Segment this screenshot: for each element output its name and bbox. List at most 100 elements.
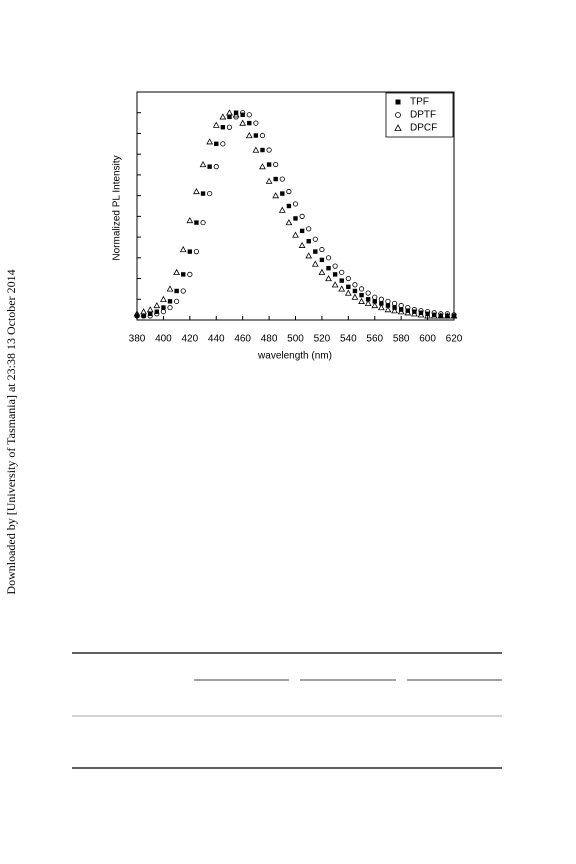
marker-triangle bbox=[311, 260, 319, 267]
marker-circle bbox=[193, 249, 200, 255]
marker-triangle bbox=[272, 192, 280, 199]
marker-circle bbox=[273, 161, 279, 168]
marker-triangle bbox=[226, 109, 233, 116]
marker-square bbox=[352, 288, 358, 294]
x-tick-label: 400 bbox=[155, 334, 172, 345]
marker-square bbox=[395, 99, 401, 105]
marker-circle bbox=[286, 188, 292, 195]
marker-square bbox=[260, 147, 265, 153]
marker-square bbox=[313, 249, 318, 254]
marker-circle bbox=[438, 311, 444, 317]
marker-square bbox=[227, 114, 232, 120]
marker-triangle bbox=[245, 131, 253, 139]
marker-triangle bbox=[430, 312, 438, 319]
marker-triangle bbox=[146, 306, 154, 313]
marker-triangle bbox=[391, 307, 398, 314]
marker-square bbox=[379, 301, 384, 306]
marker-square bbox=[200, 191, 206, 196]
marker-triangle bbox=[199, 161, 207, 168]
marker-triangle bbox=[318, 268, 326, 275]
marker-circle bbox=[395, 112, 401, 118]
marker-circle bbox=[246, 112, 252, 118]
marker-circle bbox=[147, 313, 153, 319]
marker-triangle bbox=[212, 121, 220, 128]
marker-triangle bbox=[298, 241, 306, 248]
marker-triangle bbox=[351, 293, 359, 300]
marker-triangle bbox=[186, 216, 194, 224]
marker-circle bbox=[391, 300, 398, 307]
marker-triangle bbox=[384, 306, 392, 313]
marker-square bbox=[174, 288, 179, 294]
marker-triangle bbox=[285, 219, 293, 226]
marker-triangle bbox=[206, 138, 214, 145]
marker-triangle bbox=[364, 299, 372, 307]
x-tick-label: 380 bbox=[129, 334, 146, 345]
marker-square bbox=[306, 239, 311, 244]
marker-square bbox=[346, 284, 351, 290]
legend-label: TPF bbox=[410, 97, 429, 108]
x-axis-label: wavelength (nm) bbox=[257, 351, 332, 362]
marker-circle bbox=[279, 176, 285, 182]
marker-circle bbox=[345, 275, 351, 282]
marker-triangle bbox=[140, 308, 147, 315]
marker-triangle bbox=[417, 311, 425, 318]
marker-square bbox=[359, 292, 364, 298]
marker-triangle bbox=[133, 310, 141, 317]
x-tick-label: 420 bbox=[181, 334, 198, 345]
marker-square bbox=[167, 299, 173, 304]
x-tick-label: 600 bbox=[419, 334, 436, 345]
marker-triangle bbox=[358, 297, 365, 304]
marker-triangle bbox=[292, 231, 299, 238]
x-tick-label: 580 bbox=[393, 334, 410, 345]
marker-circle bbox=[207, 190, 213, 197]
marker-circle bbox=[200, 219, 206, 226]
x-tick-label: 620 bbox=[446, 334, 463, 345]
marker-circle bbox=[174, 298, 180, 304]
marker-triangle bbox=[153, 301, 161, 309]
legend-label: DPCF bbox=[410, 123, 437, 134]
marker-square bbox=[299, 228, 305, 234]
marker-triangle bbox=[173, 268, 181, 275]
marker-triangle bbox=[239, 119, 247, 126]
marker-circle bbox=[398, 302, 404, 309]
marker-triangle bbox=[371, 301, 379, 309]
marker-triangle bbox=[331, 281, 339, 288]
marker-square bbox=[273, 176, 278, 182]
marker-square bbox=[326, 265, 331, 271]
marker-circle bbox=[365, 290, 371, 296]
x-tick-label: 560 bbox=[366, 334, 383, 345]
marker-triangle bbox=[444, 312, 451, 319]
y-axis-label: Normalized PL Intensity bbox=[112, 155, 123, 260]
marker-square bbox=[214, 141, 219, 147]
marker-circle bbox=[299, 213, 305, 219]
marker-square bbox=[280, 191, 285, 196]
marker-circle bbox=[339, 269, 345, 275]
marker-triangle bbox=[166, 285, 174, 292]
marker-triangle bbox=[252, 146, 260, 153]
marker-square bbox=[339, 278, 344, 283]
marker-triangle bbox=[410, 310, 418, 317]
marker-square bbox=[181, 272, 186, 277]
marker-circle bbox=[431, 310, 437, 316]
marker-triangle bbox=[394, 124, 402, 131]
marker-circle bbox=[154, 311, 160, 317]
marker-circle bbox=[358, 286, 365, 292]
marker-circle bbox=[319, 246, 325, 253]
marker-triangle bbox=[338, 285, 346, 292]
marker-triangle bbox=[305, 252, 313, 259]
marker-square bbox=[451, 313, 457, 319]
marker-square bbox=[220, 125, 226, 130]
marker-square bbox=[207, 164, 212, 169]
marker-square bbox=[293, 216, 298, 221]
x-tick-label: 460 bbox=[234, 334, 251, 345]
marker-square bbox=[385, 303, 391, 308]
marker-triangle bbox=[259, 163, 266, 170]
marker-circle bbox=[180, 288, 186, 294]
marker-triangle bbox=[424, 312, 431, 319]
marker-circle bbox=[332, 263, 338, 269]
marker-circle bbox=[187, 271, 193, 277]
marker-triangle bbox=[325, 275, 332, 282]
marker-circle bbox=[160, 309, 167, 315]
